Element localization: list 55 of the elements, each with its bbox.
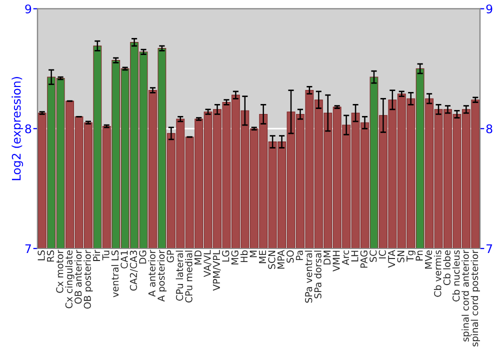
x-tick-label: SPa dorsal [314,250,322,298]
x-tick-label: LG [222,250,230,262]
x-tick-label: spinal cord posterior [470,250,480,346]
x-tick-label: Cx cingulate [65,250,74,308]
x-tick-label: M [250,250,257,258]
x-tick-label: Cx motor [56,250,64,293]
x-tick-label: OB anterior [74,250,82,304]
x-tick-label: Cb lobe [443,250,450,286]
x-tick-label: PAG [360,250,368,268]
x-tick-label: LS [38,250,45,260]
y-tick-label: 7 [25,244,31,253]
x-tick-label: CA2/CA3 [130,250,138,291]
x-tick-label: RS [46,250,54,262]
x-tick-label: A anterior [148,250,156,297]
x-tick-label: Pir [92,250,100,261]
x-tick-label: MVe [425,250,432,269]
x-tick-label: VMH [332,250,340,272]
x-tick-label: Tg [406,250,416,262]
y2-tick-label: 7 [486,244,492,253]
x-tick-label: Pn [416,250,423,260]
x-tick-label: MG [231,250,238,264]
x-tick-label: Pa [296,250,303,260]
x-tick-label: VA/VL [204,250,212,278]
x-tick-label: MD [194,250,202,264]
x-tick-label: SCN [268,250,276,269]
y2-tick-label: 8 [486,124,492,134]
x-tick-label: Tu [102,250,110,260]
x-tick-label: DG [139,250,146,264]
x-tick-label: GP [166,250,174,262]
x-tick-label: Arc [342,250,350,266]
y-tick-label: 9 [25,4,32,14]
y-tick-label: 8 [25,124,32,134]
x-tick-label: ventral LS [111,250,119,298]
x-tick-label: LH [351,250,358,262]
x-tick-label: OB posterior [84,250,93,309]
y-axis-title: Log2 (expression) [12,77,24,180]
x-tick-label: IC [378,250,386,258]
x-tick-label: MPA [278,250,284,269]
x-tick-label: CA1 [120,250,128,268]
x-tick-label: A posterior [157,250,167,302]
x-tick-label: Hb [240,250,248,262]
x-tick-label: SPa ventral [304,250,312,303]
x-tick-label: Cb vermis [434,250,442,297]
x-tick-label: spinal cord anterior [462,250,471,342]
x-tick-label: CPu lateral [176,250,184,301]
x-tick-label: SN [397,250,404,262]
x-tick-label: VTA [388,250,396,268]
x-tick-label: VPM/VPL [212,250,221,291]
x-tick-label: Cb nucleus [452,250,460,302]
x-tick-label: SO [286,250,294,263]
x-tick-label: DM [324,250,330,264]
x-tick-label: ME [259,250,266,264]
x-tick-label: CPu medial [185,250,192,303]
y2-tick-label: 9 [486,4,492,14]
x-tick-label: SC [370,250,377,262]
